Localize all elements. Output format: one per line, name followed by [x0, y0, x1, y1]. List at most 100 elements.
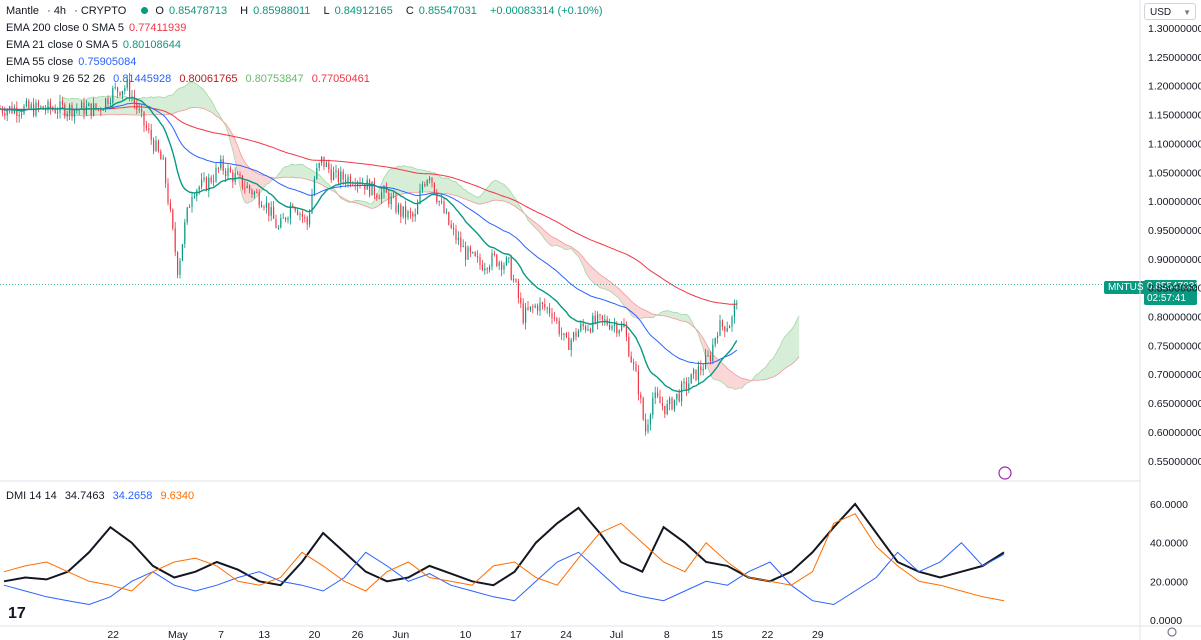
- candle-body: [390, 196, 392, 205]
- ichimoku-cloud-segment: [184, 84, 188, 110]
- candle-body: [316, 167, 318, 179]
- ichimoku-cloud-segment: [237, 145, 240, 187]
- ichimoku-cloud-segment: [429, 171, 432, 193]
- candle-body: [376, 194, 378, 198]
- ichimoku-cloud-segment: [252, 169, 255, 202]
- candle-body: [49, 101, 51, 109]
- candle-body: [585, 326, 587, 331]
- ichimoku-cloud-segment: [201, 88, 204, 109]
- candle-body: [649, 414, 651, 425]
- candle-body: [179, 260, 181, 275]
- candle-body: [297, 210, 299, 215]
- candle-body: [136, 102, 138, 110]
- ichimoku-cloud-segment: [703, 338, 706, 358]
- candle-body: [697, 366, 699, 381]
- price-tick-label: 0.85000000: [1148, 283, 1201, 295]
- ichimoku-cloud-segment: [506, 186, 509, 203]
- candle-body: [618, 330, 620, 334]
- candle-body: [726, 328, 728, 332]
- ichimoku-cloud-segment: [240, 152, 243, 197]
- ichimoku-cloud-segment: [640, 308, 644, 319]
- candle-body: [688, 383, 690, 390]
- candle-body: [117, 87, 119, 92]
- candle-body: [661, 403, 663, 406]
- candle-body: [460, 237, 462, 248]
- candle-body: [664, 405, 666, 415]
- dmi-adx-line: [3, 502, 1005, 587]
- candle-body: [633, 362, 635, 365]
- ichimoku-cloud-segment: [165, 95, 168, 115]
- ichimoku-cloud-segment: [669, 311, 672, 319]
- candle-body: [613, 324, 615, 326]
- ichimoku-cloud-segment: [648, 311, 651, 318]
- candle-body: [417, 203, 419, 215]
- price-tick-label: 1.20000000: [1148, 81, 1201, 93]
- ichimoku-cloud-segment: [626, 295, 629, 311]
- candle-body: [25, 100, 27, 107]
- price-tick-label: 1.30000000: [1148, 23, 1201, 35]
- ichimoku-cloud-segment: [616, 286, 620, 299]
- legend-ema21[interactable]: EMA 21 close 0 SMA 5 0.80108644: [6, 39, 182, 51]
- candle-body: [474, 252, 476, 256]
- ichimoku-cloud-segment: [631, 301, 634, 318]
- ichimoku-cloud-segment: [609, 281, 612, 293]
- ichimoku-cloud-segment: [280, 167, 284, 178]
- ichimoku-cloud-segment: [232, 134, 236, 161]
- ichimoku-cloud-segment: [472, 194, 476, 203]
- currency-select[interactable]: USD ▼: [1144, 3, 1196, 20]
- ichimoku-cloud-segment: [597, 272, 600, 288]
- candle-body: [539, 302, 541, 311]
- candle-body: [441, 201, 443, 203]
- ichimoku-cloud-segment: [780, 340, 783, 373]
- candle-body: [573, 332, 575, 340]
- ichimoku-cloud-segment: [163, 97, 166, 115]
- time-tick-label: 26: [352, 629, 364, 640]
- ichimoku-cloud-segment: [782, 336, 785, 371]
- candle-body: [429, 177, 431, 181]
- legend-ema200[interactable]: EMA 200 close 0 SMA 5 0.77411939: [6, 22, 187, 34]
- legend-dmi[interactable]: DMI 14 14 34.7463 34.2658 9.6340: [6, 490, 195, 502]
- candle-body: [246, 185, 248, 189]
- candle-body: [671, 397, 673, 410]
- ichimoku-cloud-segment: [300, 164, 303, 179]
- legend-ema55[interactable]: EMA 55 close 0.75905084: [6, 56, 137, 68]
- legend-ichimoku[interactable]: Ichimoku 9 26 52 26 0.81445928 0.8006176…: [6, 73, 370, 85]
- candle-body: [337, 170, 339, 183]
- candle-body: [205, 177, 207, 191]
- candle-body: [736, 303, 738, 305]
- candle-body: [181, 244, 183, 261]
- candle-body: [273, 207, 275, 219]
- candle-body: [685, 381, 687, 390]
- candle-body: [621, 324, 623, 331]
- ichimoku-cloud-segment: [182, 86, 185, 111]
- candle-body: [369, 179, 371, 196]
- candle-body: [433, 182, 435, 194]
- candle-body: [347, 176, 349, 184]
- candle-body: [457, 237, 459, 241]
- candle-body: [145, 125, 147, 129]
- candle-body: [143, 111, 145, 126]
- candle-body: [544, 303, 546, 308]
- candle-body: [472, 252, 474, 254]
- candle-body: [232, 172, 234, 182]
- candle-body: [419, 190, 421, 204]
- candle-body: [549, 307, 551, 314]
- candle-body: [160, 151, 162, 160]
- candle-body: [676, 393, 678, 400]
- ichimoku-cloud-segment: [787, 331, 790, 368]
- candle-body: [270, 207, 272, 216]
- candle-body: [486, 268, 488, 270]
- ichimoku-cloud-segment: [194, 82, 197, 108]
- ichimoku-cloud-segment: [712, 354, 716, 380]
- candle-body: [659, 396, 661, 404]
- dmi-tick-label: 20.0000: [1150, 576, 1188, 588]
- time-tick-label: 24: [560, 629, 572, 640]
- candle-body: [229, 168, 231, 173]
- candle-body: [436, 193, 438, 203]
- price-tick-label: 0.55000000: [1148, 456, 1201, 468]
- symbol-title[interactable]: Mantle · 4h · CRYPTO: [6, 5, 127, 17]
- candle-body: [153, 139, 155, 151]
- ichimoku-span-b: [62, 107, 800, 381]
- candle-body: [81, 102, 83, 110]
